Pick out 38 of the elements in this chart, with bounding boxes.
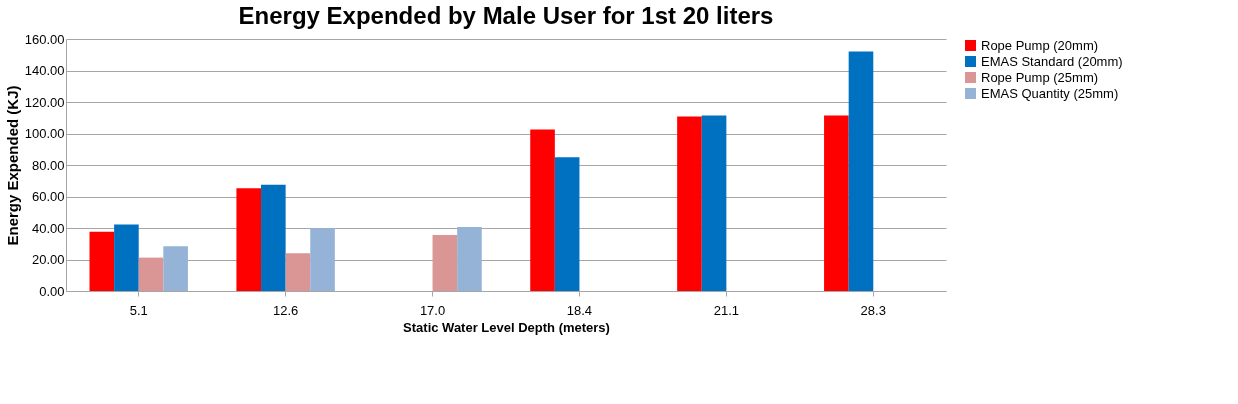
bar: [285, 253, 311, 291]
bar: [848, 51, 874, 291]
legend-label: EMAS Standard (20mm): [981, 53, 1123, 69]
bar: [457, 227, 482, 291]
bar: [89, 231, 115, 291]
bar: [236, 188, 262, 291]
y-axis-title: Energy Expended (KJ): [3, 85, 21, 246]
bar: [261, 184, 286, 291]
x-tick-label: 12.6: [272, 302, 299, 318]
x-tick-label: 5.1: [129, 302, 148, 318]
y-tick-label: 160.00: [24, 31, 65, 47]
bar: [554, 157, 580, 291]
chart-title: Energy Expended by Male User for 1st 20 liters: [238, 2, 774, 29]
y-tick-label: 20.00: [31, 252, 65, 267]
bar: [163, 246, 188, 291]
bar: [138, 257, 164, 291]
x-tick-label: 21.1: [713, 302, 740, 318]
bar: [701, 115, 727, 291]
y-tick-label: 60.00: [31, 189, 65, 204]
x-tick-label: 28.3: [860, 302, 886, 318]
bar: [824, 115, 849, 291]
y-tick-label: 40.00: [31, 220, 65, 236]
x-tick-label: 17.0: [419, 302, 446, 318]
bar: [677, 116, 702, 291]
y-tick-label: 0.00: [39, 283, 65, 299]
y-tick-label: 80.00: [31, 157, 65, 173]
y-tick-label: 140.00: [24, 63, 65, 78]
bar: [432, 234, 458, 291]
bar: [530, 129, 555, 291]
x-tick-label: 18.4: [566, 302, 593, 318]
bar: [310, 228, 335, 291]
y-tick-label: 100.00: [24, 126, 65, 141]
legend-label: EMAS Quantity (25mm): [981, 85, 1119, 101]
x-axis-title: Static Water Level Depth (meters): [403, 319, 610, 335]
legend-label: Rope Pump (20mm): [981, 37, 1099, 53]
legend-label: Rope Pump (25mm): [981, 69, 1099, 85]
y-tick-label: 120.00: [24, 94, 65, 110]
bar: [114, 224, 139, 291]
